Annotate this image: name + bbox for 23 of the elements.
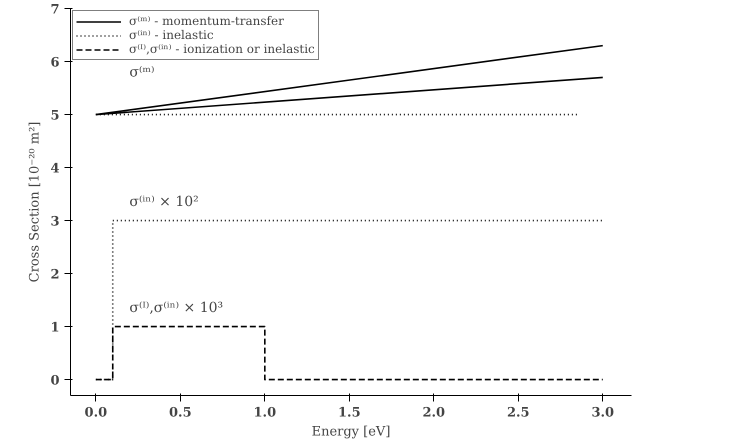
y-tick-label: 0 (50, 374, 60, 389)
y-tick-label: 5 (50, 108, 60, 124)
y-tick-label: 4 (50, 162, 60, 177)
annotation: σ⁽ᵐ⁾ (129, 64, 154, 80)
annotation: σ⁽ⁱⁿ⁾ × 10² (129, 194, 199, 210)
legend-label: σ⁽ᴵ⁾,σ⁽ⁱⁿ⁾ - ionization or inelastic (129, 42, 315, 56)
annotation: σ⁽ᴵ⁾,σ⁽ⁱⁿ⁾ × 10³ (129, 300, 224, 316)
x-axis-title: Energy [eV] (312, 424, 390, 440)
x-tick-label: 1.5 (338, 406, 361, 420)
legend-label: σ⁽ᵐ⁾ - momentum-transfer (129, 14, 284, 28)
x-tick-label: 1.0 (254, 406, 276, 420)
y-tick-label: 2 (50, 268, 60, 283)
legend-label: σ⁽ⁱⁿ⁾ - inelastic (129, 28, 214, 42)
x-tick-label: 3.0 (591, 406, 614, 420)
y-tick-label: 7 (50, 2, 60, 18)
y-tick-label: 3 (50, 214, 60, 230)
y-axis-title: Cross Section [10⁻²⁰ m²] (27, 122, 42, 282)
x-tick-label: 0.0 (84, 406, 108, 420)
x-tick-label: 0.5 (169, 406, 192, 420)
x-tick-label: 2.0 (422, 406, 446, 420)
y-tick-label: 1 (50, 320, 60, 336)
y-tick-label: 6 (50, 56, 60, 71)
x-tick-label: 2.5 (506, 406, 530, 420)
